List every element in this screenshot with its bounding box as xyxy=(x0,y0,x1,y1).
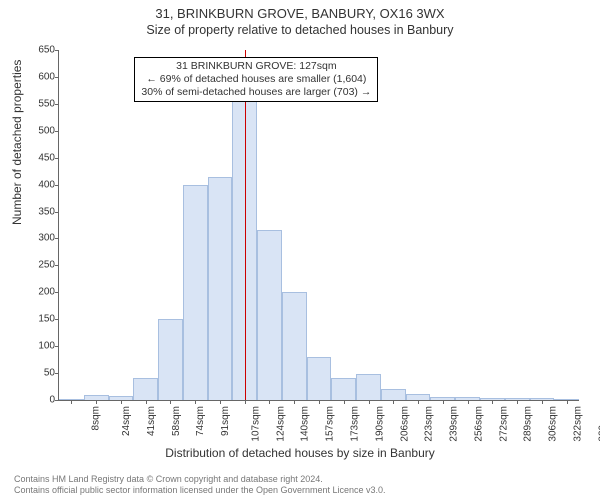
xtick-label: 157sqm xyxy=(325,406,336,442)
xtick-label: 256sqm xyxy=(473,406,484,442)
ytick-mark xyxy=(55,185,59,186)
ytick-mark xyxy=(55,104,59,105)
xtick-mark xyxy=(121,400,122,404)
footer: Contains HM Land Registry data © Crown c… xyxy=(14,474,386,496)
xtick-mark xyxy=(245,400,246,404)
xtick-label: 8sqm xyxy=(91,406,102,430)
bar xyxy=(356,374,381,400)
footer-line-1: Contains HM Land Registry data © Crown c… xyxy=(14,474,386,485)
ytick-label: 350 xyxy=(21,206,59,217)
chart-area: 050100150200250300350400450500550600650 … xyxy=(58,50,578,400)
bar xyxy=(183,185,208,400)
ytick-label: 100 xyxy=(21,341,59,352)
bar xyxy=(257,230,282,400)
ytick-label: 0 xyxy=(21,395,59,406)
ytick-mark xyxy=(55,50,59,51)
xtick-mark xyxy=(220,400,221,404)
ytick-label: 150 xyxy=(21,314,59,325)
xtick-label: 58sqm xyxy=(171,406,182,436)
ytick-label: 550 xyxy=(21,98,59,109)
annotation-line-3: 30% of semi-detached houses are larger (… xyxy=(141,86,371,99)
xtick-label: 140sqm xyxy=(300,406,311,442)
title-sub: Size of property relative to detached ho… xyxy=(0,21,600,41)
xtick-mark xyxy=(96,400,97,404)
xtick-mark xyxy=(418,400,419,404)
xtick-label: 223sqm xyxy=(424,406,435,442)
ytick-label: 300 xyxy=(21,233,59,244)
xtick-mark xyxy=(393,400,394,404)
xtick-mark xyxy=(195,400,196,404)
ytick-mark xyxy=(55,319,59,320)
ytick-mark xyxy=(55,373,59,374)
xtick-mark xyxy=(319,400,320,404)
ytick-label: 200 xyxy=(21,287,59,298)
bar xyxy=(133,378,158,400)
xtick-label: 91sqm xyxy=(220,406,231,436)
x-axis-label: Distribution of detached houses by size … xyxy=(0,446,600,460)
y-axis-label: Number of detached properties xyxy=(10,60,24,225)
xtick-mark xyxy=(146,400,147,404)
xtick-mark xyxy=(344,400,345,404)
xtick-label: 190sqm xyxy=(374,406,385,442)
ytick-label: 50 xyxy=(21,368,59,379)
ytick-mark xyxy=(55,212,59,213)
xtick-mark xyxy=(170,400,171,404)
xtick-mark xyxy=(71,400,72,404)
bars-container xyxy=(59,50,579,400)
xtick-label: 107sqm xyxy=(251,406,262,442)
title-main: 31, BRINKBURN GROVE, BANBURY, OX16 3WX xyxy=(0,0,600,21)
marker-line xyxy=(245,50,246,400)
ytick-label: 500 xyxy=(21,125,59,136)
ytick-mark xyxy=(55,292,59,293)
plot-region: 050100150200250300350400450500550600650 … xyxy=(58,50,579,401)
annotation-line-2: ← 69% of detached houses are smaller (1,… xyxy=(141,73,371,86)
bar xyxy=(282,292,307,400)
xtick-mark xyxy=(369,400,370,404)
ytick-mark xyxy=(55,77,59,78)
xtick-label: 124sqm xyxy=(275,406,286,442)
xtick-label: 239sqm xyxy=(449,406,460,442)
xtick-label: 322sqm xyxy=(572,406,583,442)
ytick-mark xyxy=(55,265,59,266)
xtick-label: 306sqm xyxy=(548,406,559,442)
bar xyxy=(158,319,183,400)
bar xyxy=(307,357,332,400)
xtick-label: 24sqm xyxy=(121,406,132,436)
xtick-mark xyxy=(468,400,469,404)
ytick-label: 650 xyxy=(21,45,59,56)
xtick-mark xyxy=(443,400,444,404)
xtick-mark xyxy=(517,400,518,404)
xtick-mark xyxy=(269,400,270,404)
xtick-label: 173sqm xyxy=(350,406,361,442)
xtick-label: 272sqm xyxy=(498,406,509,442)
ytick-mark xyxy=(55,158,59,159)
ytick-label: 400 xyxy=(21,179,59,190)
ytick-label: 600 xyxy=(21,71,59,82)
ytick-mark xyxy=(55,400,59,401)
ytick-label: 450 xyxy=(21,152,59,163)
xtick-label: 206sqm xyxy=(399,406,410,442)
xtick-label: 74sqm xyxy=(195,406,206,436)
annotation-box: 31 BRINKBURN GROVE: 127sqm ← 69% of deta… xyxy=(134,57,378,102)
bar xyxy=(381,389,406,400)
xtick-mark xyxy=(542,400,543,404)
xtick-label: 289sqm xyxy=(523,406,534,442)
annotation-line-1: 31 BRINKBURN GROVE: 127sqm xyxy=(141,60,371,73)
footer-line-2: Contains official public sector informat… xyxy=(14,485,386,496)
ytick-mark xyxy=(55,238,59,239)
xtick-label: 41sqm xyxy=(146,406,157,436)
bar xyxy=(331,378,356,400)
xtick-mark xyxy=(492,400,493,404)
bar xyxy=(208,177,233,400)
xtick-mark xyxy=(567,400,568,404)
xtick-mark xyxy=(294,400,295,404)
ytick-label: 250 xyxy=(21,260,59,271)
ytick-mark xyxy=(55,346,59,347)
ytick-mark xyxy=(55,131,59,132)
